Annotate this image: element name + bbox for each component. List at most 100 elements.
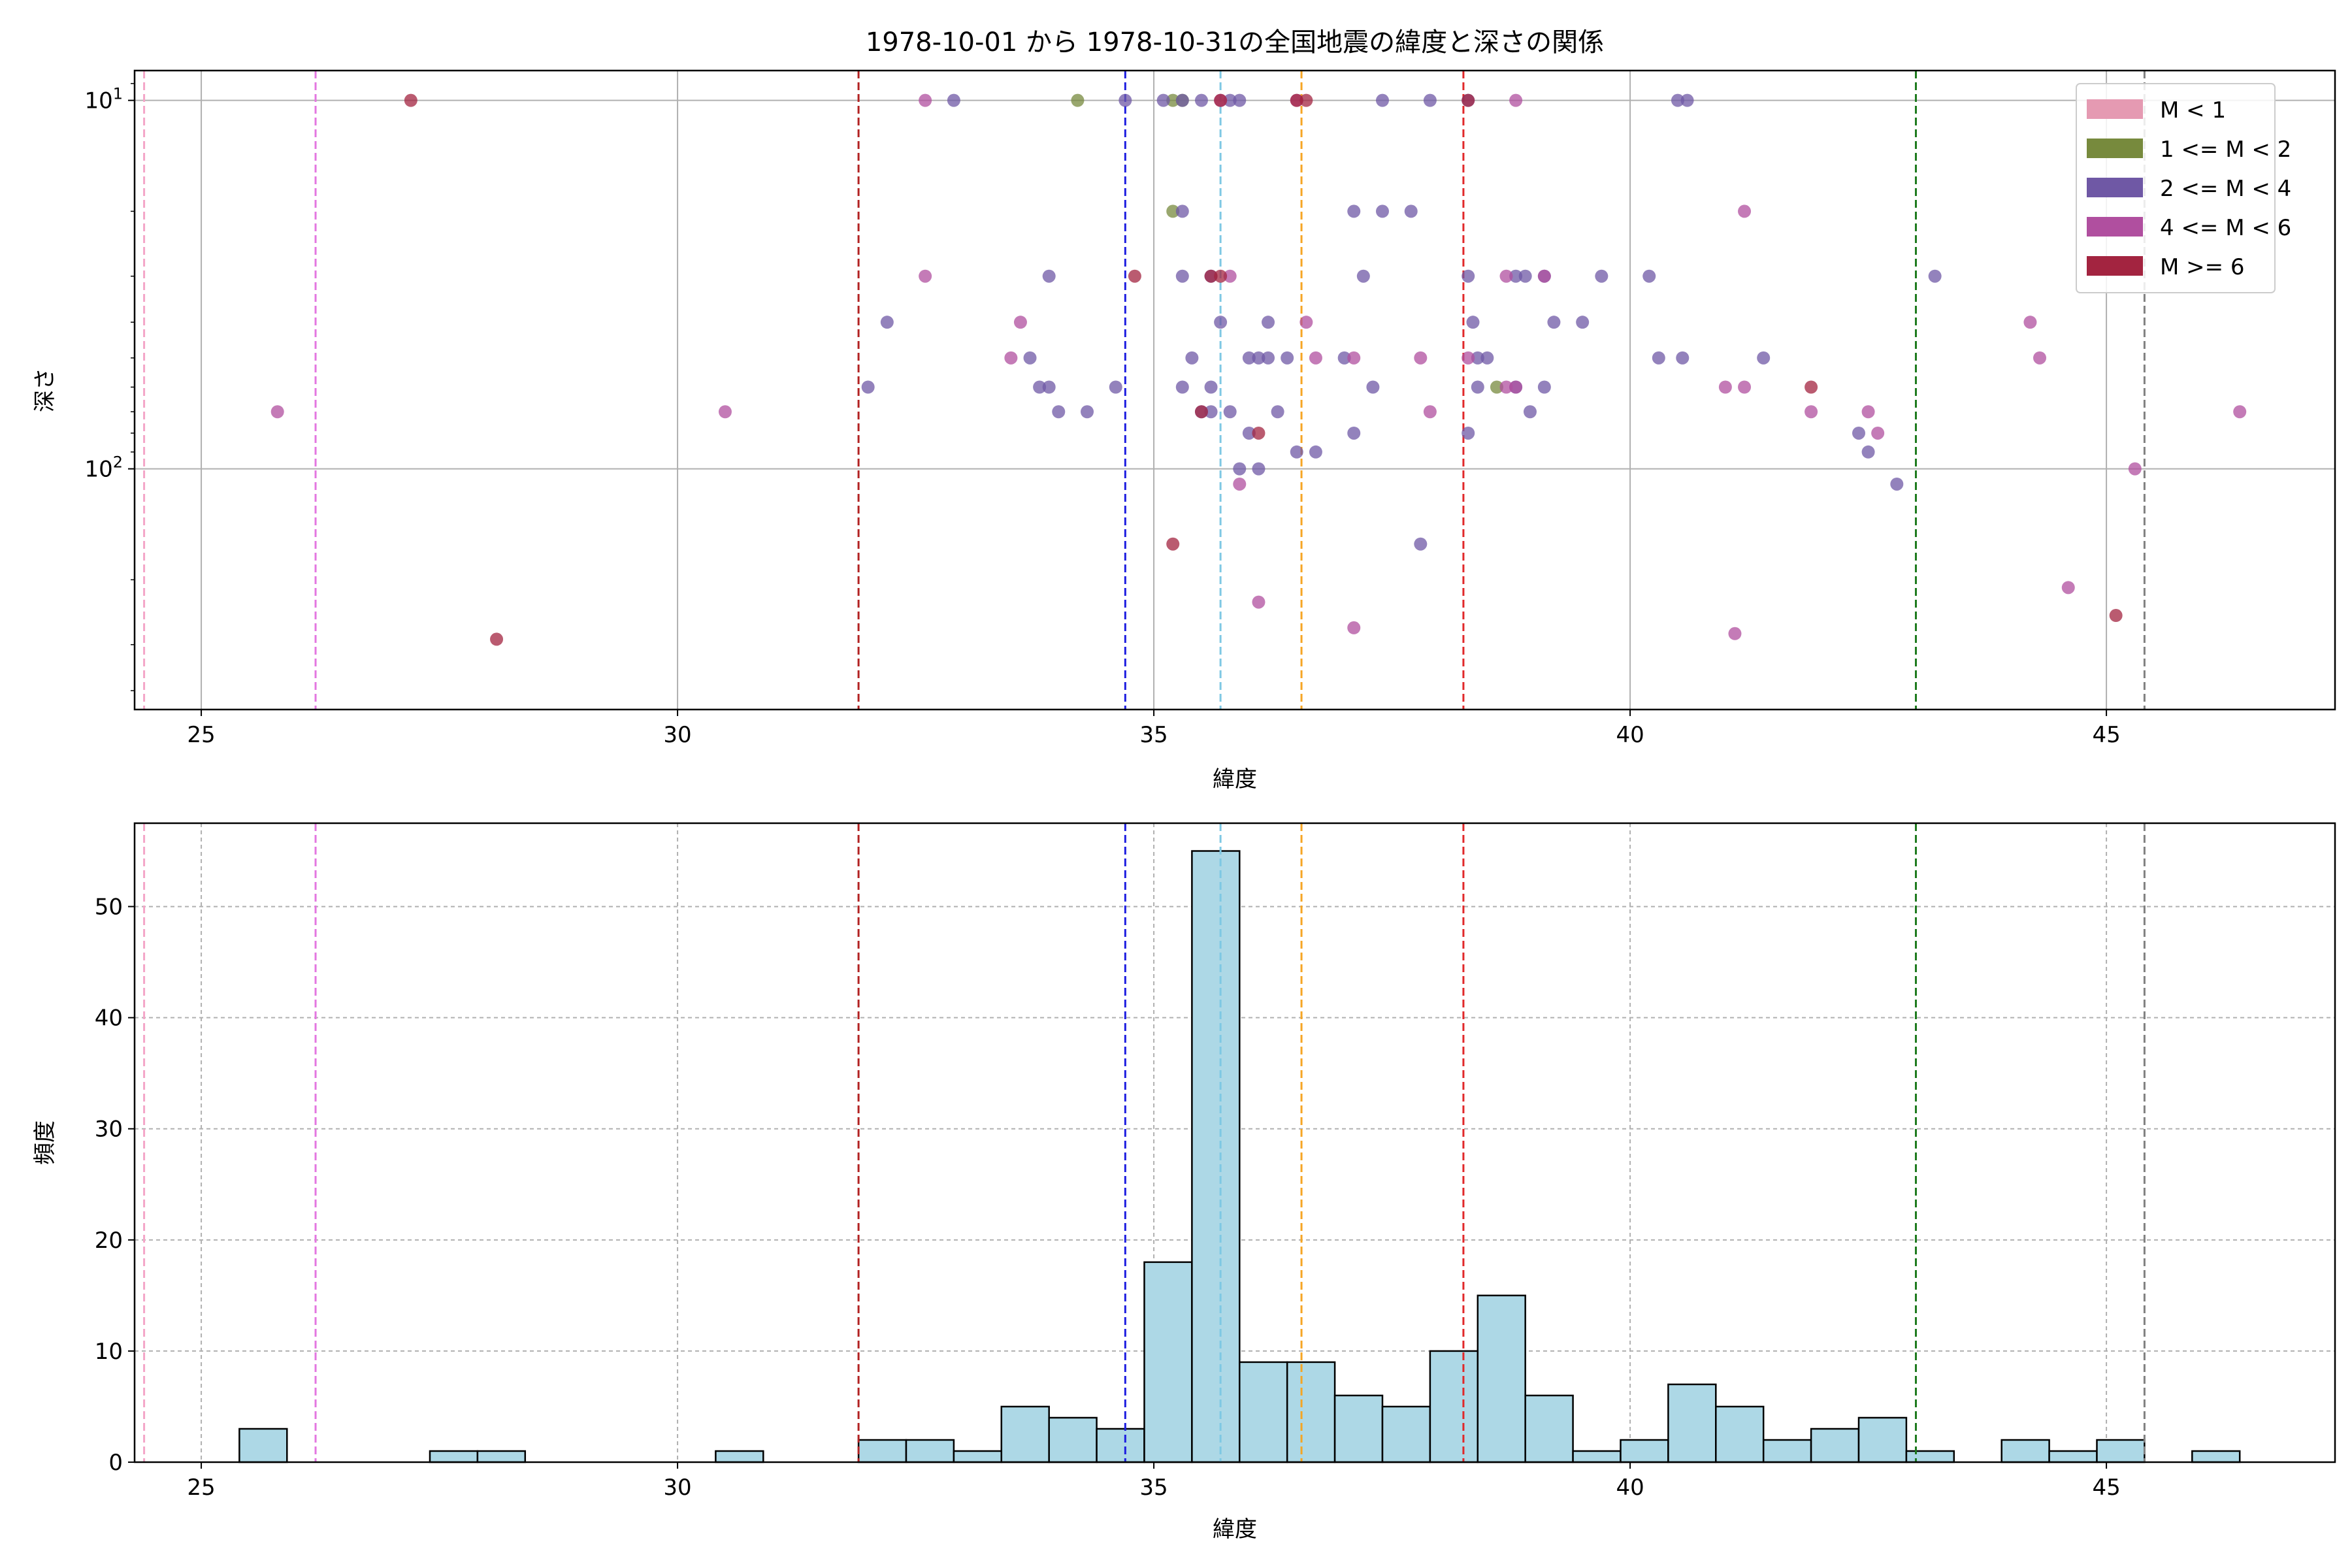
- scatter-point: [2128, 462, 2142, 476]
- chart-title: 1978-10-01 から 1978-10-31の全国地震の緯度と深さの関係: [866, 27, 1604, 57]
- scatter-point: [1023, 351, 1037, 365]
- histogram-bar: [1191, 850, 1241, 1463]
- scatter-point: [1509, 380, 1523, 394]
- scatter-point: [1128, 269, 1141, 283]
- histogram-bar: [1333, 1394, 1384, 1463]
- histogram-bar: [1048, 1416, 1098, 1463]
- scatter-point: [1728, 627, 1742, 640]
- scatter-point: [1757, 351, 1771, 365]
- scatter-point: [1262, 351, 1275, 365]
- legend-swatch: [2087, 256, 2143, 276]
- scatter-point: [1676, 351, 1690, 365]
- scatter-point: [1185, 351, 1199, 365]
- legend-label: 4 <= M < 6: [2160, 215, 2291, 241]
- scatter-point: [270, 405, 284, 419]
- scatter-x-tick-label: 25: [187, 722, 215, 748]
- scatter-point: [1356, 269, 1370, 283]
- histogram-bar: [1429, 1350, 1479, 1463]
- scatter-point: [1375, 204, 1389, 218]
- scatter-point: [1233, 462, 1247, 476]
- histogram-x-tick-label: 40: [1616, 1475, 1644, 1501]
- histogram-x-tick-label: 45: [2092, 1475, 2120, 1501]
- scatter-grid: [135, 71, 2335, 710]
- scatter-x-tick-label: 45: [2092, 722, 2120, 748]
- legend-label: M >= 6: [2160, 254, 2245, 280]
- scatter-y-tick-label: 102: [84, 453, 123, 483]
- scatter-point: [1861, 405, 1875, 419]
- histogram-y-tick-label: 30: [95, 1117, 123, 1143]
- scatter-point: [1223, 405, 1237, 419]
- scatter-point: [1119, 93, 1132, 107]
- histogram-bar: [953, 1450, 1003, 1463]
- scatter-point: [1290, 445, 1303, 459]
- scatter-point: [1175, 269, 1189, 283]
- histogram-bar: [1857, 1416, 1908, 1463]
- scatter-point: [490, 632, 504, 646]
- scatter-point: [1042, 380, 1056, 394]
- scatter-point: [1166, 537, 1180, 551]
- histogram-x-tick-label: 30: [663, 1475, 691, 1501]
- scatter-point: [1347, 426, 1361, 440]
- scatter-point: [1166, 93, 1180, 107]
- scatter-point: [1242, 351, 1256, 365]
- scatter-point: [1642, 269, 1656, 283]
- histogram-bar: [2048, 1450, 2098, 1463]
- scatter-point: [1214, 269, 1228, 283]
- scatter-point: [1414, 351, 1428, 365]
- histogram-axes: 25 30 35 40 45 0 10 20 30 40 50: [95, 894, 2121, 1501]
- histogram-bar: [1143, 1261, 1193, 1463]
- histogram-bar: [1715, 1405, 1765, 1463]
- histogram-bar: [905, 1439, 955, 1463]
- scatter-point: [2033, 351, 2047, 365]
- legend: M < 1 1 <= M < 2 2 <= M < 4 4 <= M < 6 M >= …: [2076, 83, 2291, 293]
- scatter-point: [1652, 351, 1665, 365]
- scatter-point: [1252, 595, 1266, 609]
- scatter-point: [1404, 204, 1418, 218]
- scatter-point: [1299, 316, 1313, 329]
- legend-label: 2 <= M < 4: [2160, 176, 2291, 202]
- scatter-point: [1042, 269, 1056, 283]
- scatter-x-tick-label: 30: [663, 722, 691, 748]
- scatter-point: [1347, 204, 1361, 218]
- histogram-bar: [1810, 1428, 1860, 1463]
- legend-swatch: [2087, 217, 2143, 237]
- legend-label: M < 1: [2160, 97, 2226, 123]
- histogram-x-tick-label: 35: [1139, 1475, 1168, 1501]
- scatter-point: [880, 316, 894, 329]
- histogram-bar: [2001, 1439, 2050, 1463]
- scatter-points: [270, 93, 2247, 646]
- scatter-point: [1290, 93, 1303, 107]
- scatter-point: [1204, 405, 1218, 419]
- histogram-chart: 25 30 35 40 45 0 10 20 30 40 50 緯度 頻度: [32, 822, 2336, 1543]
- histogram-bar: [1762, 1439, 1812, 1463]
- scatter-point: [1537, 269, 1551, 283]
- histogram-bar: [2191, 1450, 2241, 1463]
- histogram-bar: [1620, 1439, 1669, 1463]
- scatter-point: [1852, 426, 1865, 440]
- scatter-point: [2109, 609, 2123, 623]
- scatter-y-tick-label: 101: [84, 85, 123, 114]
- histogram-x-tick-label: 25: [187, 1475, 215, 1501]
- scatter-point: [1576, 316, 1590, 329]
- scatter-point: [1490, 380, 1503, 394]
- scatter-point: [1680, 93, 1694, 107]
- histogram-bar: [429, 1450, 479, 1463]
- histogram-bar: [476, 1450, 527, 1463]
- scatter-point: [2233, 405, 2247, 419]
- scatter-y-axis-label: 深さ: [32, 368, 58, 412]
- scatter-point: [1194, 405, 1208, 419]
- scatter-point: [1194, 93, 1208, 107]
- scatter-point: [1861, 445, 1875, 459]
- scatter-point: [1480, 351, 1494, 365]
- scatter-point: [1928, 269, 1942, 283]
- histogram-bar: [1667, 1383, 1717, 1463]
- scatter-axes: 25 30 35 40 45 101 102: [84, 83, 2121, 748]
- scatter-point: [1523, 405, 1537, 419]
- scatter-point: [1462, 426, 1475, 440]
- histogram-bar: [857, 1439, 907, 1463]
- scatter-point: [1204, 380, 1218, 394]
- scatter-point: [1347, 621, 1361, 634]
- scatter-point: [1805, 380, 1818, 394]
- histogram-bar: [1477, 1294, 1526, 1463]
- scatter-point: [1309, 351, 1322, 365]
